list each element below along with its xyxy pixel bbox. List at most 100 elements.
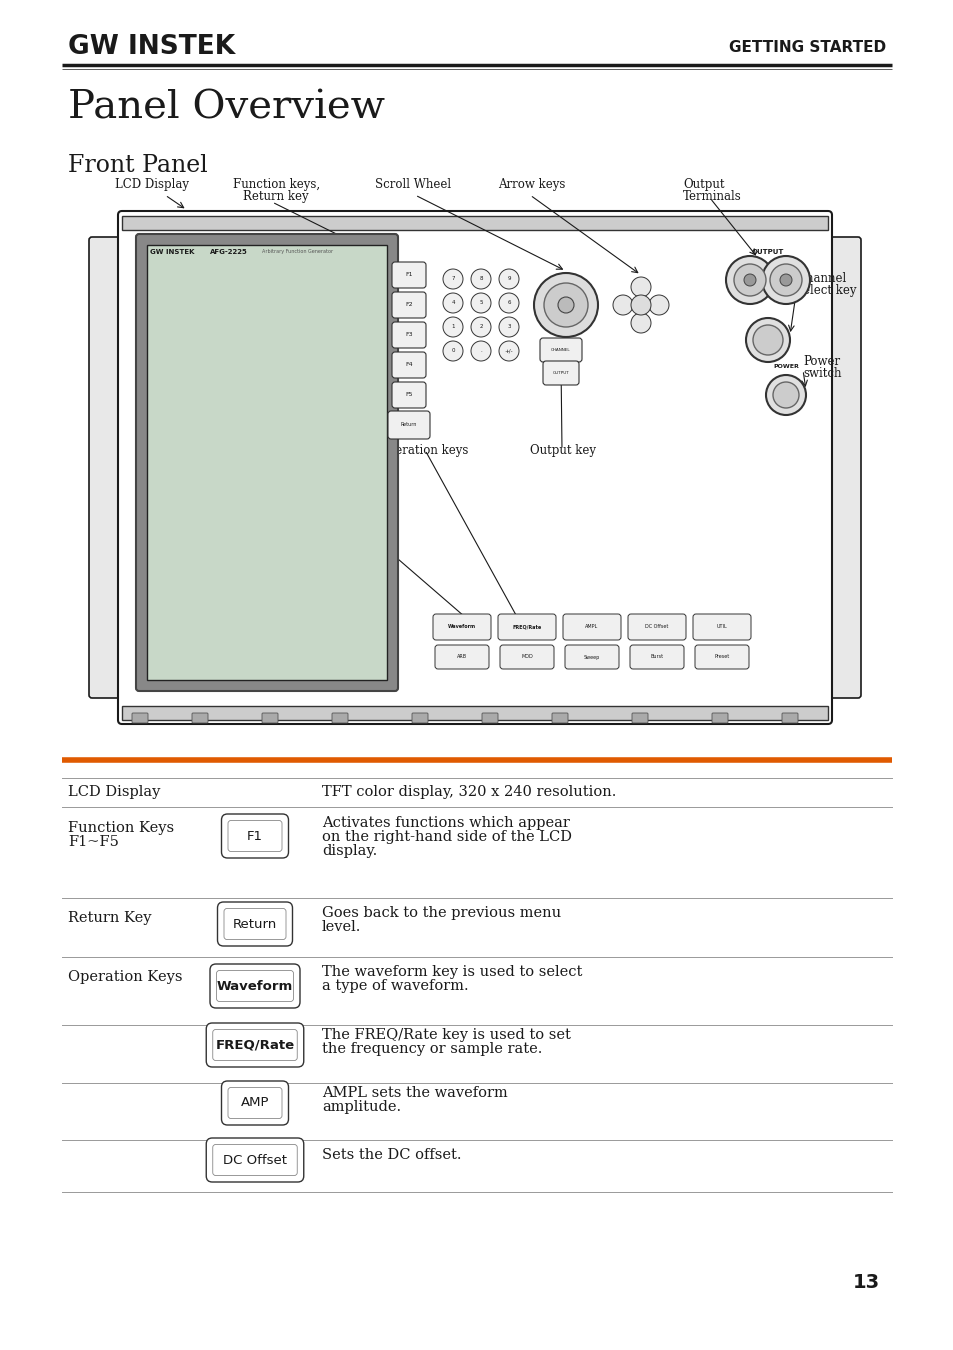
FancyBboxPatch shape bbox=[629, 645, 683, 670]
FancyBboxPatch shape bbox=[217, 902, 293, 946]
FancyBboxPatch shape bbox=[206, 1138, 303, 1183]
Text: 6: 6 bbox=[507, 301, 510, 305]
FancyBboxPatch shape bbox=[627, 614, 685, 640]
Circle shape bbox=[442, 293, 462, 313]
Text: Preset: Preset bbox=[714, 655, 729, 660]
Circle shape bbox=[471, 269, 491, 289]
Text: DC Offset: DC Offset bbox=[644, 625, 668, 629]
Text: GW INSTEK: GW INSTEK bbox=[150, 248, 194, 255]
Text: CH2: CH2 bbox=[780, 261, 791, 266]
FancyBboxPatch shape bbox=[481, 713, 497, 724]
FancyBboxPatch shape bbox=[213, 1145, 297, 1176]
Text: display.: display. bbox=[322, 844, 376, 859]
Circle shape bbox=[630, 296, 650, 315]
Text: amplitude.: amplitude. bbox=[322, 1100, 400, 1114]
FancyBboxPatch shape bbox=[89, 238, 132, 698]
Text: 2: 2 bbox=[478, 324, 482, 329]
Circle shape bbox=[442, 317, 462, 338]
Text: OUTPUT: OUTPUT bbox=[552, 371, 569, 375]
Text: Output key: Output key bbox=[530, 444, 596, 458]
Circle shape bbox=[725, 256, 773, 304]
FancyBboxPatch shape bbox=[136, 234, 397, 691]
Circle shape bbox=[769, 265, 801, 296]
FancyBboxPatch shape bbox=[562, 614, 620, 640]
Circle shape bbox=[765, 375, 805, 414]
FancyBboxPatch shape bbox=[433, 614, 491, 640]
Text: 0: 0 bbox=[451, 348, 455, 354]
FancyBboxPatch shape bbox=[564, 645, 618, 670]
Text: Function keys,: Function keys, bbox=[233, 178, 320, 190]
Circle shape bbox=[498, 317, 518, 338]
Text: OUTPUT: OUTPUT bbox=[751, 248, 783, 255]
Text: AMPL sets the waveform: AMPL sets the waveform bbox=[322, 1085, 507, 1100]
Text: AFG-2225: AFG-2225 bbox=[210, 248, 248, 255]
FancyBboxPatch shape bbox=[435, 645, 489, 670]
FancyBboxPatch shape bbox=[192, 713, 208, 724]
FancyBboxPatch shape bbox=[497, 614, 556, 640]
Text: 8: 8 bbox=[478, 277, 482, 282]
Text: Function Keys: Function Keys bbox=[68, 821, 174, 836]
FancyBboxPatch shape bbox=[816, 238, 861, 698]
FancyBboxPatch shape bbox=[132, 713, 148, 724]
FancyBboxPatch shape bbox=[552, 713, 567, 724]
Text: DC Offset: DC Offset bbox=[223, 1153, 287, 1166]
Text: 4: 4 bbox=[451, 301, 455, 305]
FancyBboxPatch shape bbox=[221, 814, 288, 859]
Text: Power: Power bbox=[802, 355, 840, 369]
FancyBboxPatch shape bbox=[213, 1030, 297, 1061]
Text: F1: F1 bbox=[247, 829, 263, 842]
FancyBboxPatch shape bbox=[392, 352, 426, 378]
Text: switch: switch bbox=[802, 367, 841, 379]
Text: GW INSTEK: GW INSTEK bbox=[68, 34, 234, 59]
Text: a type of waveform.: a type of waveform. bbox=[322, 979, 468, 994]
Text: MOD: MOD bbox=[520, 655, 533, 660]
Text: Return key: Return key bbox=[243, 190, 309, 202]
Text: Sets the DC offset.: Sets the DC offset. bbox=[322, 1148, 461, 1162]
Circle shape bbox=[743, 274, 755, 286]
Text: Waveform: Waveform bbox=[448, 625, 476, 629]
FancyBboxPatch shape bbox=[539, 338, 581, 362]
Text: CHANNEL: CHANNEL bbox=[551, 348, 570, 352]
Text: Waveform: Waveform bbox=[216, 980, 293, 992]
Text: TFT color display, 320 x 240 resolution.: TFT color display, 320 x 240 resolution. bbox=[322, 784, 616, 799]
Text: 7: 7 bbox=[451, 277, 455, 282]
Circle shape bbox=[772, 382, 799, 408]
Circle shape bbox=[733, 265, 765, 296]
Text: AMP: AMP bbox=[240, 1096, 269, 1110]
Circle shape bbox=[630, 277, 650, 297]
Text: Return: Return bbox=[400, 423, 416, 428]
Text: 1: 1 bbox=[451, 324, 455, 329]
Text: F4: F4 bbox=[405, 363, 413, 367]
Text: Scroll Wheel: Scroll Wheel bbox=[375, 178, 451, 190]
Text: level.: level. bbox=[322, 919, 361, 934]
FancyBboxPatch shape bbox=[392, 262, 426, 288]
FancyBboxPatch shape bbox=[695, 645, 748, 670]
FancyBboxPatch shape bbox=[388, 410, 430, 439]
FancyBboxPatch shape bbox=[228, 1088, 282, 1119]
Text: F1~F5: F1~F5 bbox=[68, 836, 119, 849]
Text: Goes back to the previous menu: Goes back to the previous menu bbox=[322, 906, 560, 919]
Circle shape bbox=[543, 284, 587, 327]
Text: Return Key: Return Key bbox=[68, 911, 152, 925]
Circle shape bbox=[498, 293, 518, 313]
Circle shape bbox=[498, 342, 518, 360]
FancyBboxPatch shape bbox=[392, 382, 426, 408]
FancyBboxPatch shape bbox=[206, 1023, 303, 1066]
FancyBboxPatch shape bbox=[221, 1081, 288, 1125]
Text: CH1: CH1 bbox=[743, 261, 755, 266]
Text: Channel: Channel bbox=[796, 271, 845, 285]
Text: Front Panel: Front Panel bbox=[68, 154, 208, 177]
Text: Terminals: Terminals bbox=[682, 190, 741, 202]
Circle shape bbox=[613, 296, 633, 315]
Text: The FREQ/Rate key is used to set: The FREQ/Rate key is used to set bbox=[322, 1027, 570, 1042]
Circle shape bbox=[471, 293, 491, 313]
FancyBboxPatch shape bbox=[332, 713, 348, 724]
Text: Operation keys: Operation keys bbox=[377, 444, 468, 458]
Bar bbox=[122, 706, 827, 720]
Text: Panel Overview: Panel Overview bbox=[68, 89, 385, 127]
Circle shape bbox=[471, 342, 491, 360]
Circle shape bbox=[558, 297, 574, 313]
Circle shape bbox=[534, 273, 598, 338]
Text: Activates functions which appear: Activates functions which appear bbox=[322, 815, 569, 830]
FancyBboxPatch shape bbox=[542, 360, 578, 385]
